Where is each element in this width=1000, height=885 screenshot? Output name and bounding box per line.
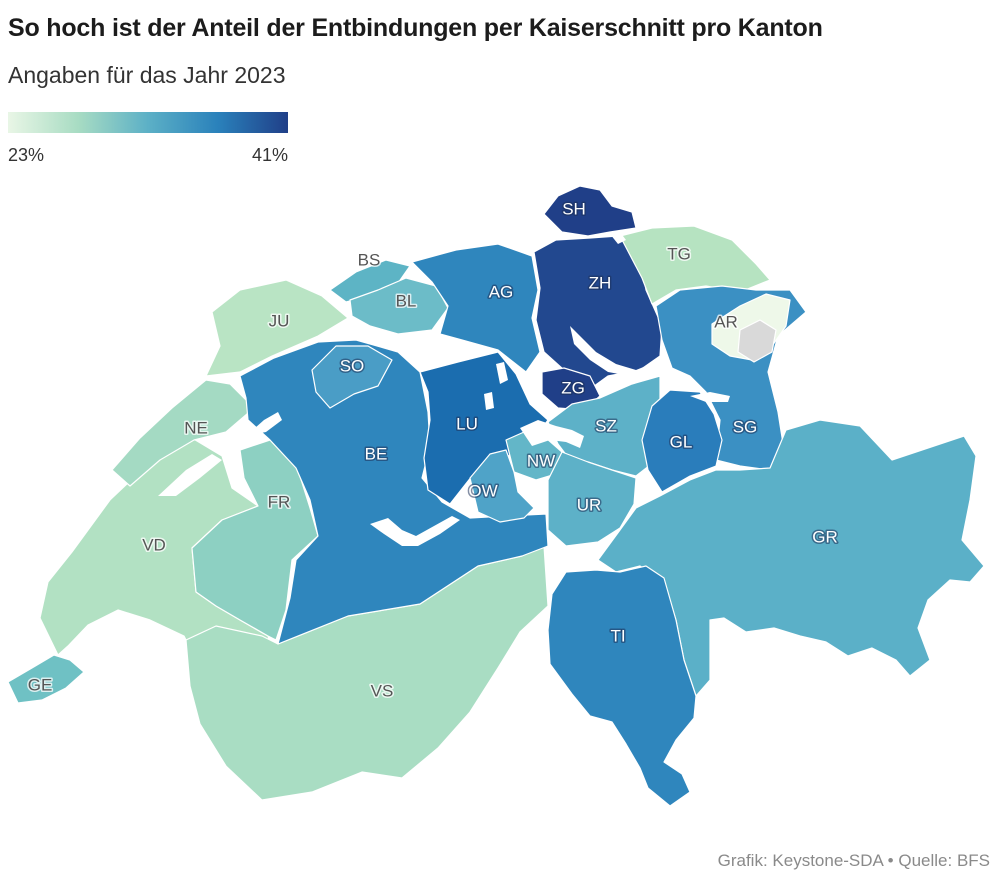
canton-ow[interactable] (469, 449, 535, 523)
label-so: SO (340, 356, 365, 375)
lake-zurich (570, 326, 646, 376)
canton-zh[interactable] (533, 235, 663, 393)
lake-walensee (690, 392, 730, 402)
label-ne: NE (184, 418, 208, 437)
chart-title: So hoch ist der Anteil der Entbindungen … (8, 14, 823, 42)
label-be: BE (365, 444, 388, 463)
canton-ge[interactable] (7, 654, 85, 704)
label-vd: VD (142, 535, 166, 554)
canton-gr[interactable] (597, 419, 985, 697)
label-bl: BL (396, 291, 417, 310)
canton-gl[interactable] (641, 389, 723, 493)
label-vs: VS (371, 681, 394, 700)
label-sz: SZ (595, 416, 617, 435)
label-ow: OW (468, 481, 497, 500)
label-ag: AG (489, 282, 514, 301)
source-credit: Grafik: Keystone-SDA • Quelle: BFS (717, 851, 990, 870)
label-lu: LU (456, 414, 478, 433)
label-nw: NW (527, 451, 555, 470)
label-ti: TI (610, 626, 625, 645)
canton-ur[interactable] (547, 451, 637, 547)
lake-sempach (484, 392, 494, 410)
canton-ag[interactable] (411, 243, 541, 373)
legend-color-scale (8, 112, 288, 133)
lake-constance-edge (610, 232, 626, 244)
label-ar: AR (714, 312, 738, 331)
label-ju: JU (269, 311, 290, 330)
lake-thun-brienz (370, 516, 460, 546)
canton-so[interactable] (311, 345, 393, 409)
lake-neuchatel (158, 454, 222, 496)
canton-ti[interactable] (547, 565, 697, 807)
legend-min-label: 23% (8, 145, 45, 165)
chart-subtitle: Angaben für das Jahr 2023 (8, 62, 286, 88)
legend-max-label: 41% (251, 145, 288, 165)
canton-sh[interactable] (543, 185, 637, 237)
lake-hallwil (496, 362, 508, 384)
lake-biel (246, 412, 282, 436)
label-gl: GL (670, 432, 693, 451)
label-bs: BS (358, 250, 381, 269)
canton-ju[interactable] (205, 279, 349, 377)
canton-be[interactable] (239, 339, 549, 645)
label-ur: UR (577, 495, 602, 514)
label-fr: FR (268, 492, 291, 511)
label-tg: TG (667, 244, 691, 263)
canton-tg[interactable] (619, 225, 771, 305)
canton-ai[interactable] (737, 319, 777, 363)
lake-lucerne (520, 420, 584, 448)
label-gr: GR (812, 527, 838, 546)
label-zh: ZH (589, 273, 612, 292)
canton-bl[interactable] (349, 277, 449, 335)
label-sh: SH (562, 199, 586, 218)
label-ge: GE (28, 675, 53, 694)
label-sg: SG (733, 417, 758, 436)
label-zg: ZG (561, 378, 585, 397)
